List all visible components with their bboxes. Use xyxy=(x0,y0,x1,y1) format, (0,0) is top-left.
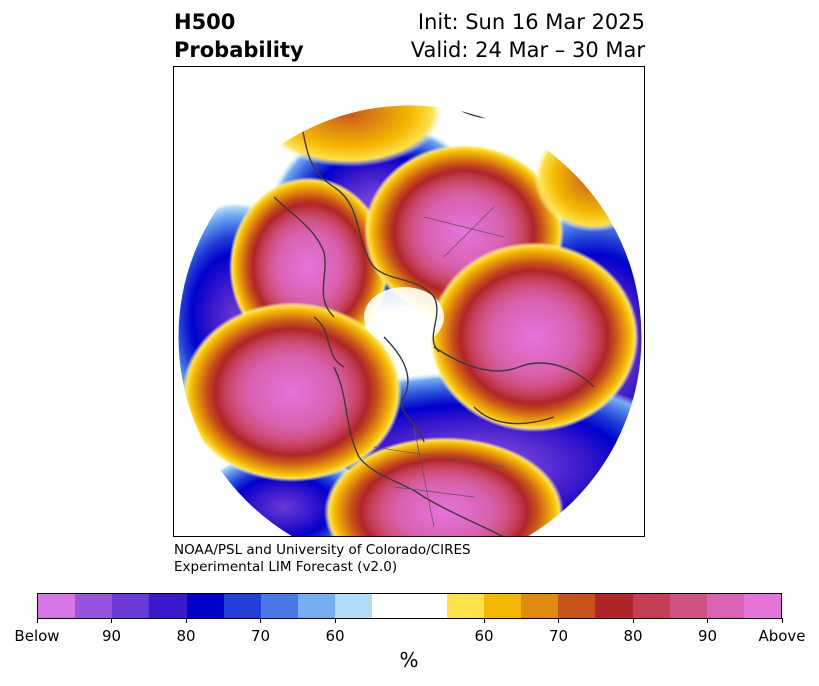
colorbar-swatch xyxy=(669,594,707,618)
colorbar-tick-mark xyxy=(111,618,112,623)
colorbar-swatch xyxy=(743,594,782,618)
init-date: Init: Sun 16 Mar 2025 xyxy=(417,10,645,34)
colorbar-swatch xyxy=(446,594,484,618)
probability-field xyxy=(178,105,642,536)
above-region-east xyxy=(429,242,639,432)
title-line-2: Probability xyxy=(174,38,304,62)
credit-line-2: Experimental LIM Forecast (v2.0) xyxy=(174,559,398,575)
colorbar-tick-mark xyxy=(260,618,261,623)
colorbar-swatch xyxy=(483,594,522,618)
above-region-south xyxy=(324,437,564,536)
colorbar-tick-label: 80 xyxy=(176,627,196,645)
colorbar-swatch xyxy=(149,594,187,618)
colorbar-swatch xyxy=(260,594,299,618)
colorbar-tick-mark xyxy=(483,618,485,623)
colorbar-swatch xyxy=(595,594,633,618)
forecast-dates: Init: Sun 16 Mar 2025 Valid: 24 Mar – 30… xyxy=(411,8,645,64)
pole-neutral xyxy=(364,287,444,347)
colorbar-tick-label: 80 xyxy=(623,627,643,645)
credit-text: NOAA/PSL and University of Colorado/CIRE… xyxy=(174,542,471,576)
colorbar-swatch xyxy=(38,594,76,618)
probability-map xyxy=(173,66,645,537)
colorbar-tick-mark xyxy=(707,618,708,623)
map-title: H500 Probability xyxy=(174,8,304,64)
colorbar-tick-label: Below xyxy=(14,627,60,645)
colorbar-swatch xyxy=(112,594,150,618)
colorbar-unit: % xyxy=(399,648,419,672)
colorbar-swatch xyxy=(558,594,596,618)
polar-map-svg xyxy=(177,104,643,536)
colorbar-swatch xyxy=(409,594,447,618)
colorbar-tick-label: Above xyxy=(758,627,806,645)
credit-line-1: NOAA/PSL and University of Colorado/CIRE… xyxy=(174,542,471,558)
colorbar-swatch xyxy=(335,594,373,618)
colorbar-swatch xyxy=(372,594,410,618)
colorbar-tick-label: 60 xyxy=(474,627,494,645)
colorbar-tick-mark xyxy=(781,618,783,623)
colorbar-swatch xyxy=(298,594,336,618)
above-region-southwest xyxy=(182,302,402,482)
colorbar-swatch xyxy=(632,594,670,618)
colorbar-tick-label: 70 xyxy=(548,627,569,645)
colorbar-tick-mark xyxy=(334,618,336,623)
colorbar-swatch xyxy=(186,594,224,618)
colorbar-swatch xyxy=(521,594,559,618)
colorbar xyxy=(37,593,782,619)
colorbar-swatch xyxy=(223,594,261,618)
colorbar-tick-mark xyxy=(185,618,187,623)
colorbar-swatch xyxy=(706,594,744,618)
title-line-1: H500 xyxy=(174,10,236,34)
colorbar-tick-label: 70 xyxy=(250,627,271,645)
valid-date: Valid: 24 Mar – 30 Mar xyxy=(410,38,645,62)
colorbar-tick-mark xyxy=(36,618,38,623)
colorbar-tick-mark xyxy=(558,618,559,623)
colorbar-tick-label: 60 xyxy=(325,627,345,645)
colorbar-tick-label: 90 xyxy=(697,627,718,645)
colorbar-tick-mark xyxy=(632,618,634,623)
colorbar-tick-label: 90 xyxy=(101,627,122,645)
colorbar-swatch xyxy=(75,594,113,618)
